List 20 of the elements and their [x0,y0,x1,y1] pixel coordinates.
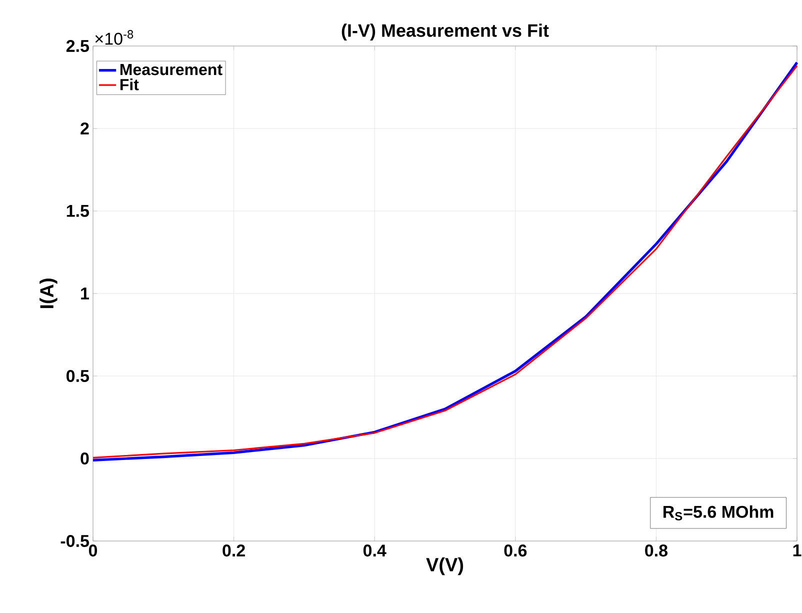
x-tick-label: 0 [88,544,98,557]
x-tick-label: 0.8 [645,544,668,557]
y-tick-label: 1 [81,288,89,300]
y-tick-label: 0 [80,452,89,465]
y-tick-label: 2.5 [66,40,89,52]
legend-label: Measurement [120,64,222,76]
x-axis-title: V(V) [426,557,464,576]
x-tick-label: 0.2 [222,544,245,557]
y-tick-label: 0.5 [66,370,89,382]
y-axis-title: I(A) [40,278,58,308]
x-tick-label: 0.4 [363,544,386,557]
x-tick-label: 0.6 [504,544,527,557]
x-tick-label: 1 [793,544,802,556]
chart-title: (I-V) Measurement vs Fit [342,24,549,40]
legend-label: Fit [120,78,139,90]
text: ×10$^{-8}$ [95,30,134,45]
y-tick-label: 2 [80,122,89,134]
annotation: R$_{S}$=5.6 MOhm [664,505,774,520]
y-tick-label: -0.5 [60,534,89,548]
y-tick-label: 1.5 [66,205,89,217]
